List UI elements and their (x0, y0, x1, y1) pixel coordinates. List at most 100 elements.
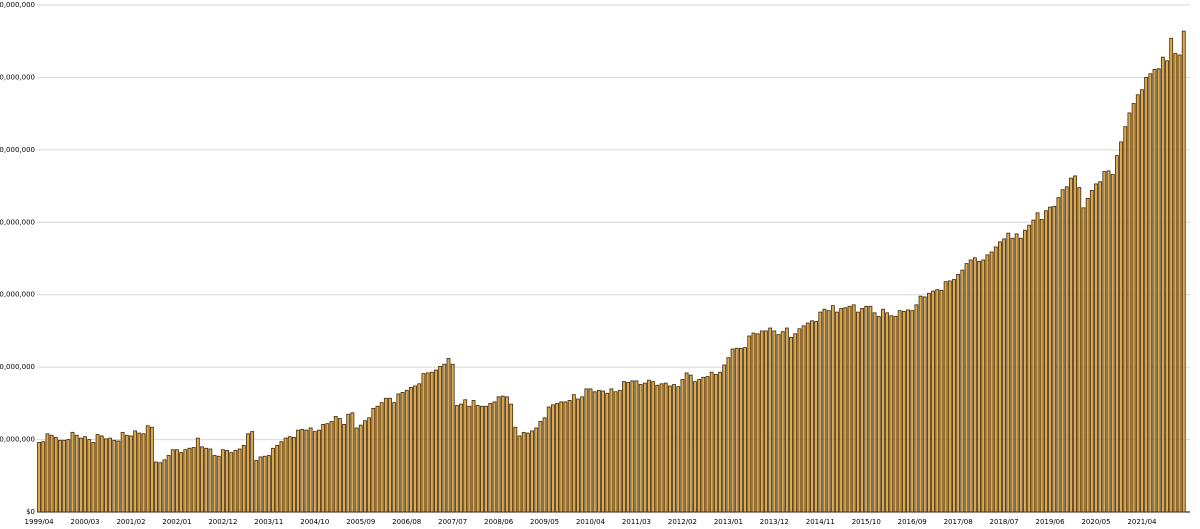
x-tick-label: 2008/06 (484, 518, 514, 526)
bar (183, 449, 188, 513)
bar (446, 358, 451, 513)
bar (1169, 37, 1174, 513)
bar (49, 434, 54, 513)
bar (1181, 30, 1186, 513)
bar (421, 373, 426, 513)
bar (910, 310, 915, 513)
bar (1035, 212, 1040, 513)
bar (379, 402, 384, 513)
bar (388, 397, 392, 513)
bar (726, 357, 731, 513)
bar (559, 401, 564, 513)
bar (851, 304, 856, 513)
bar (325, 423, 330, 513)
bar (383, 397, 388, 513)
bar (584, 388, 589, 513)
bar (350, 412, 355, 513)
bar (216, 455, 221, 513)
bar (655, 384, 660, 513)
y-tick-label: 70,000,000 (0, 1, 35, 9)
bar (129, 435, 133, 513)
bar (764, 330, 768, 513)
bar (1014, 233, 1019, 513)
bar (759, 330, 764, 513)
bar (308, 427, 313, 513)
bar (977, 260, 981, 513)
bar (1048, 206, 1052, 513)
bar (947, 280, 952, 513)
bar (333, 415, 338, 513)
bar (137, 432, 142, 513)
bar (292, 436, 296, 513)
bar (588, 388, 593, 513)
bar (780, 331, 785, 513)
bar (1069, 177, 1073, 513)
bar (354, 427, 359, 513)
x-tick-label: 2015/10 (852, 518, 881, 526)
bar (363, 420, 367, 513)
bar (296, 429, 300, 513)
bar (1114, 155, 1119, 513)
bar (918, 295, 923, 513)
x-tick-label: 2011/03 (622, 518, 651, 526)
bar (392, 402, 397, 513)
x-tick-label: 2009/05 (530, 518, 559, 526)
bar (521, 431, 526, 513)
bar (688, 374, 693, 513)
bar (617, 389, 622, 513)
bar (225, 450, 229, 513)
bar (204, 447, 209, 513)
bar (1064, 186, 1069, 513)
bar (342, 423, 346, 513)
bar (505, 396, 509, 513)
bar (141, 433, 146, 513)
x-tick-label: 2013/12 (760, 518, 789, 526)
bar (212, 455, 217, 513)
bar (922, 296, 927, 513)
bar (1018, 237, 1023, 513)
bar (927, 292, 931, 513)
bar (826, 310, 831, 513)
bar (755, 333, 760, 513)
bar (312, 431, 317, 513)
bar (805, 322, 810, 513)
bar (179, 452, 184, 513)
bar (567, 400, 572, 513)
y-tick-label: 30,000,000 (0, 291, 35, 299)
bar (998, 241, 1002, 513)
bar (797, 328, 802, 513)
bar (187, 447, 192, 513)
y-tick-label: 40,000,000 (0, 218, 35, 226)
y-tick-label: $0 (26, 508, 35, 516)
bar (789, 337, 793, 513)
bar (191, 447, 196, 513)
x-tick-label: 2001/02 (116, 518, 145, 526)
bar (1102, 171, 1107, 513)
bar (768, 327, 773, 513)
bar (1039, 218, 1044, 513)
x-tick-label: 2000/03 (70, 518, 99, 526)
bar (266, 455, 271, 513)
bar (53, 436, 58, 513)
bar (1106, 170, 1111, 513)
bar (722, 364, 727, 513)
bar (1156, 68, 1161, 513)
bar (149, 426, 154, 513)
bar (258, 456, 263, 513)
bar (943, 281, 948, 513)
bar (968, 259, 973, 513)
bar (663, 382, 668, 513)
bar (638, 384, 643, 513)
bar (425, 372, 430, 513)
bar (1081, 207, 1086, 513)
bar (693, 381, 697, 513)
bar (112, 439, 117, 513)
bar (509, 403, 514, 513)
bar (367, 417, 372, 513)
bar (705, 376, 710, 513)
bar (233, 450, 238, 513)
bar (434, 369, 438, 513)
bar (1056, 197, 1061, 513)
x-tick-label: 2004/10 (300, 518, 329, 526)
bar (1027, 224, 1032, 513)
